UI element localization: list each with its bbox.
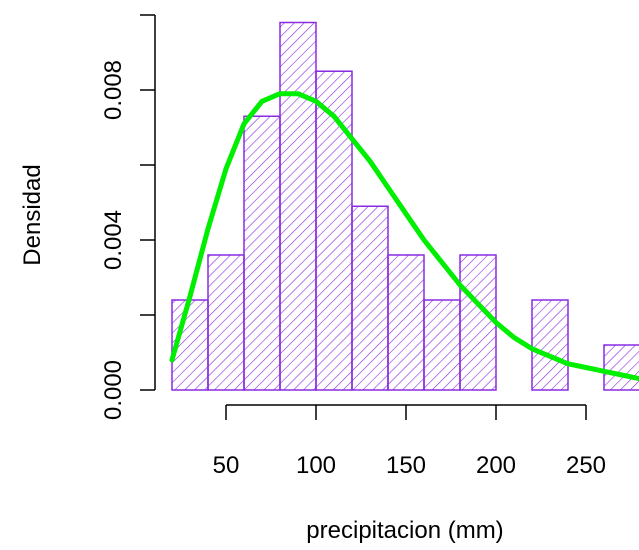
histogram-bar <box>423 299 461 391</box>
histogram-bar <box>243 115 281 391</box>
histogram-bars <box>171 21 639 391</box>
x-axis-label: precipitacion (mm) <box>306 517 503 544</box>
density-curve <box>169 91 639 382</box>
x-tick-label: 250 <box>566 452 606 479</box>
histogram-bar <box>207 254 245 391</box>
y-tick-label: 0.000 <box>100 360 127 420</box>
y-axis-label: Densidad <box>19 164 46 265</box>
histogram-bar <box>387 254 425 391</box>
histogram-bar <box>531 299 569 391</box>
histogram-bar <box>315 70 353 391</box>
histogram-bar <box>279 21 317 391</box>
y-tick-label: 0.008 <box>100 60 127 120</box>
x-tick-label: 50 <box>213 452 240 479</box>
y-tick-label: 0.004 <box>100 210 127 270</box>
y-axis: 0.000 0.004 0.008 <box>100 14 156 420</box>
histogram-bar <box>603 344 639 391</box>
histogram-bar <box>459 254 497 391</box>
x-tick-label: 200 <box>476 452 516 479</box>
x-tick-label: 150 <box>386 452 426 479</box>
histogram-bar <box>351 205 389 391</box>
x-tick-label: 100 <box>296 452 336 479</box>
x-axis: 50 100 150 200 250 <box>213 404 606 479</box>
